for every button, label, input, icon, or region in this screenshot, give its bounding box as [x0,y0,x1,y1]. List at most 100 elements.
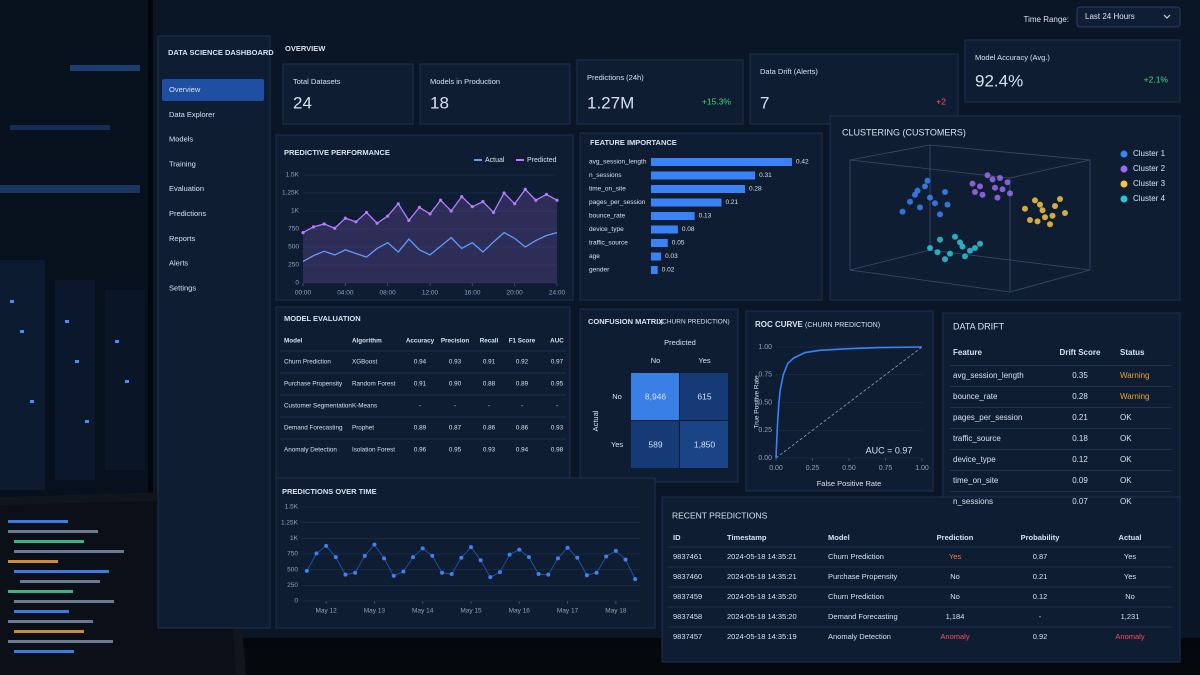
point [984,172,991,179]
x-tick-label: May 14 [412,608,434,615]
value-label: 0.31 [759,172,772,179]
table-cell: 0.89 [414,425,427,432]
point [1057,196,1063,202]
bar [651,239,668,247]
value-label: 0.08 [682,226,695,233]
cell-label: 589 [648,439,662,449]
table-cell: 0.92 [1033,632,1048,641]
x-tick-label: 00:00 [295,290,312,297]
panel-title: PREDICTIVE PERFORMANCE [284,148,390,157]
kpi-value: 24 [293,93,312,112]
table-cell: OK [1120,434,1132,443]
kpi-delta: +2 [936,96,946,106]
x-tick-label: May 17 [557,608,579,615]
bar [651,252,662,261]
column-header: Feature [953,348,982,357]
panel [275,134,574,301]
table-cell: n_sessions [953,497,993,506]
axis-label: True Positive Rate [754,375,761,429]
table-cell: 1,184 [946,612,965,621]
table-cell: Customer Segmentation [284,403,352,410]
table-cell: K-Means [352,403,377,410]
table-cell: 9837461 [673,552,702,561]
y-category: Yes [611,440,623,449]
panel [829,115,1181,301]
point [478,558,483,563]
point [314,551,319,556]
value-label: 0.13 [699,213,712,220]
bar-label: traffic_source [589,240,628,247]
x-tick-label: May 15 [460,608,482,615]
annotation: AUC = 0.97 [866,445,913,455]
point [411,555,416,560]
y-tick-label: 750 [287,551,298,558]
point [469,545,473,550]
table-cell: time_on_site [953,476,999,485]
table-cell: - [419,403,421,410]
table-cell: OK [1120,497,1132,506]
table-cell: 0.93 [483,447,496,454]
bar-label: avg_session_length [589,159,647,166]
bar [651,266,658,274]
point [1007,190,1013,197]
sidebar-title: DATA SCIENCE DASHBOARD [168,48,274,57]
bar-label: device_type [589,226,624,233]
point [997,175,1003,181]
point [1042,214,1048,221]
panel-subtitle: (CHURN PREDICTION) [805,322,880,329]
point [999,186,1006,193]
y-tick-label: 750 [288,226,299,233]
cell-label: 615 [697,391,711,401]
table-cell: 0.12 [1072,455,1088,464]
point [944,201,951,208]
point [513,202,517,206]
column-header: Prediction [937,533,974,542]
bar [651,198,722,207]
kpi-label: Models in Production [430,77,500,86]
table-cell: 0.91 [414,381,427,388]
column-header: Timestamp [727,533,767,542]
point [343,216,347,220]
legend-label: Cluster 2 [1133,164,1166,173]
legend-label: Cluster 4 [1133,194,1166,203]
kpi-card [749,53,959,125]
table-cell: OK [1120,476,1132,485]
point [937,211,943,218]
column-header: F1 Score [509,338,536,345]
y-tick-label: 0 [295,280,299,287]
point [364,210,369,215]
kpi-delta: +2.1% [1144,74,1169,84]
legend-label: Actual [485,157,505,164]
point [942,189,948,195]
point [526,555,531,560]
point [324,543,329,548]
kpi-label: Total Datasets [293,77,341,86]
nav-item: Settings [169,283,196,292]
table-cell: - [454,403,456,410]
point [311,225,316,229]
kpi-card [964,39,1181,103]
x-tick-label: 0.75 [879,465,893,472]
diagonal [775,346,923,459]
point [594,570,599,575]
x-tick-label: May 16 [509,608,531,615]
column-header: Status [1120,348,1145,357]
legend-label: Cluster 1 [1133,149,1166,158]
y-tick-label: 250 [288,262,299,269]
y-tick-label: 1.00 [758,344,772,351]
column-header: Probability [1021,533,1061,542]
point [977,183,983,190]
point [534,198,538,202]
table-cell: XGBoost [352,359,377,366]
bar [651,212,695,220]
table-cell: 0.95 [449,447,462,454]
bar-label: pages_per_session [589,199,646,206]
dropdown[interactable] [1076,6,1181,28]
time-range-label: Time Range: [1024,15,1070,24]
bar [651,171,756,180]
panel-title: CONFUSION MATRIX [588,317,663,326]
y-tick-label: 250 [287,582,298,589]
point [969,180,976,187]
table-cell: 0.94 [414,359,427,366]
